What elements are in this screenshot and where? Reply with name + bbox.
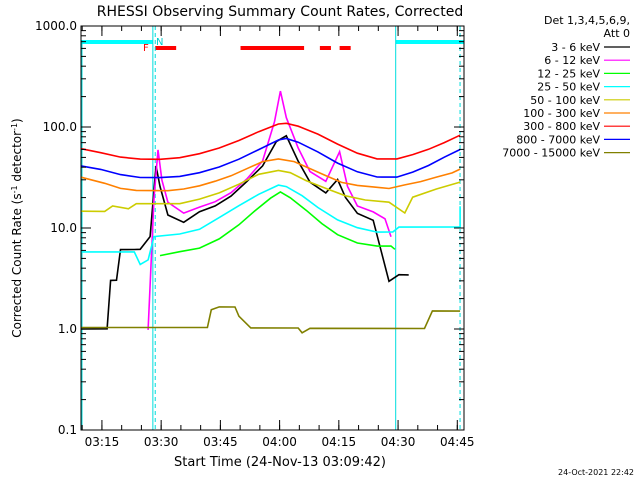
series-line (159, 190, 396, 257)
y-axis-label-main: Corrected Count Rate (s (10, 193, 24, 337)
y-tick-label: 10.0 (50, 221, 77, 235)
y-tick-label: 0.1 (58, 423, 77, 437)
y-axis-label-end: ) (10, 118, 24, 123)
legend-label: 50 - 100 keV (530, 94, 600, 107)
legend-label: 6 - 12 keV (544, 54, 600, 67)
y-axis-label-exp2: -1 (10, 123, 19, 131)
legend-label: 25 - 50 keV (537, 81, 600, 94)
flare-bar (155, 46, 177, 50)
series-line (80, 137, 461, 179)
y-axis-label-mid: detector (10, 131, 24, 186)
x-tick-label: 04:30 (381, 435, 416, 449)
x-tick-label: 04:15 (322, 435, 357, 449)
legend-label: 800 - 7000 keV (516, 133, 600, 146)
series-line (80, 158, 461, 192)
series-line (80, 122, 461, 161)
flare-bar (339, 46, 351, 50)
legend-header-line2: Att 0 (604, 27, 630, 40)
x-tick-label: 03:15 (85, 435, 120, 449)
night-flag-label: N (156, 37, 163, 48)
series-line (81, 306, 461, 334)
legend-header-line1: Det 1,3,4,5,6,9, (544, 14, 630, 27)
data-series (80, 90, 461, 334)
x-axis: 03:15 03:30 03:45 04:00 04:15 04:30 04:45 (81, 26, 475, 449)
y-tick-label: 100.0 (43, 120, 77, 134)
x-tick-label: 03:30 (144, 435, 179, 449)
night-bar (81, 40, 153, 44)
flare-flag-label: F (143, 43, 149, 54)
legend-label: 12 - 25 keV (537, 67, 600, 80)
x-tick-label: 03:45 (203, 435, 238, 449)
flare-bar (319, 46, 331, 50)
y-tick-label: 1000.0 (35, 19, 77, 33)
x-tick-label: 04:00 (262, 435, 297, 449)
orbit-boundary-lines (81, 26, 461, 430)
timestamp: 24-Oct-2021 22:42 (558, 468, 634, 477)
y-axis: 0.1 1.0 10.0 100.0 1000.0 (35, 19, 464, 437)
flare-indicator-bars (155, 46, 351, 50)
flare-bar (240, 46, 305, 50)
y-axis-label-exp1: -1 (10, 185, 19, 193)
legend-label: 300 - 800 keV (523, 120, 600, 133)
series-line (147, 90, 392, 330)
legend-label: 7000 - 15000 keV (502, 147, 600, 160)
y-tick-label: 1.0 (58, 322, 77, 336)
chart-title: RHESSI Observing Summary Count Rates, Co… (97, 4, 463, 20)
night-bar (395, 40, 464, 44)
y-axis-label: Corrected Count Rate (s-1 detector-1) (10, 118, 24, 337)
plot-frame (80, 25, 465, 431)
legend-label: 100 - 300 keV (523, 107, 600, 120)
night-indicator-bars (81, 40, 464, 44)
series-line (80, 134, 409, 330)
x-tick-label: 04:45 (440, 435, 475, 449)
series-line (80, 169, 461, 215)
x-axis-label: Start Time (24-Nov-13 03:09:42) (174, 455, 386, 470)
series-line (81, 184, 461, 266)
legend-label: 3 - 6 keV (551, 41, 600, 54)
